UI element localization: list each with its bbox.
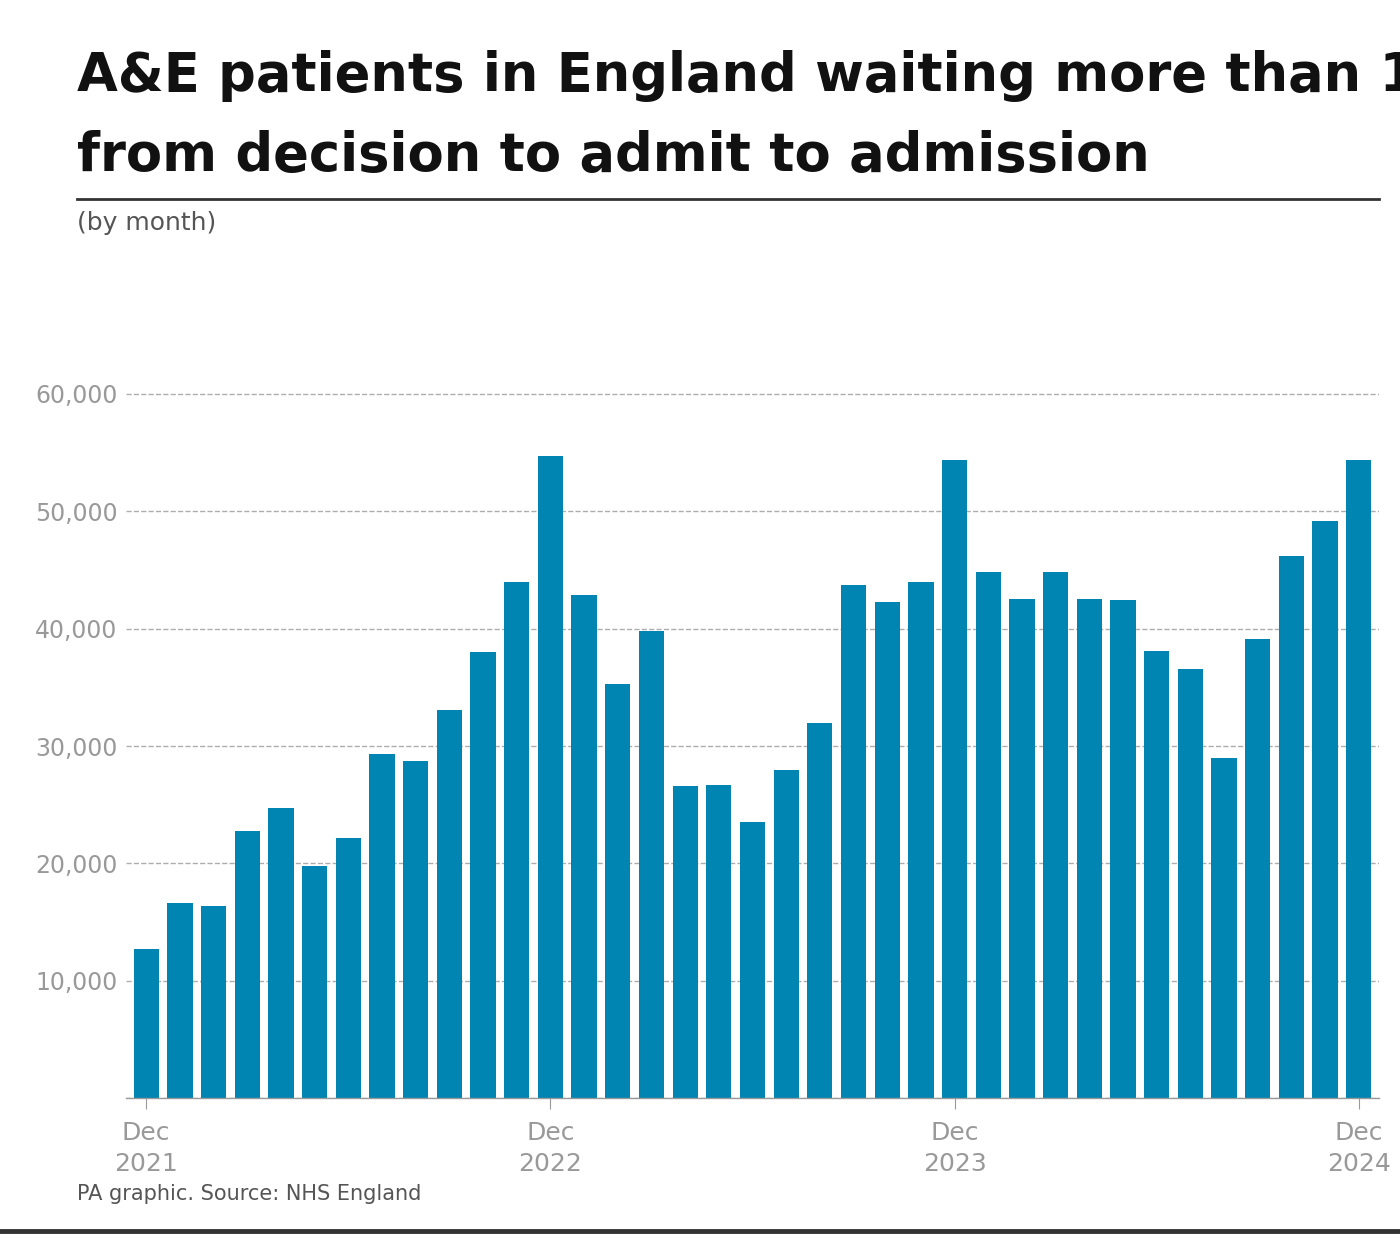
Bar xyxy=(841,586,867,1098)
Bar xyxy=(942,459,967,1098)
Bar xyxy=(1144,652,1169,1098)
Bar xyxy=(774,769,799,1098)
Text: PA graphic. Source: NHS England: PA graphic. Source: NHS England xyxy=(77,1184,421,1204)
Bar xyxy=(1245,639,1270,1098)
Bar xyxy=(1312,520,1338,1098)
Bar xyxy=(370,755,395,1098)
Bar xyxy=(976,572,1001,1098)
Bar xyxy=(571,594,596,1098)
Bar xyxy=(470,652,496,1098)
Bar xyxy=(202,906,227,1098)
Bar xyxy=(672,786,697,1098)
Bar xyxy=(1077,599,1102,1098)
Bar xyxy=(875,602,900,1098)
Bar xyxy=(1177,669,1203,1098)
Bar xyxy=(504,582,529,1098)
Bar xyxy=(638,630,664,1098)
Bar xyxy=(909,582,934,1098)
Bar xyxy=(235,830,260,1098)
Bar xyxy=(1347,459,1372,1098)
Text: (by month): (by month) xyxy=(77,211,216,235)
Bar xyxy=(269,808,294,1098)
Bar xyxy=(605,684,630,1098)
Bar xyxy=(808,722,833,1098)
Text: A&E patients in England waiting more than 12 hours: A&E patients in England waiting more tha… xyxy=(77,50,1400,102)
Bar xyxy=(437,710,462,1098)
Bar xyxy=(1043,572,1068,1098)
Bar xyxy=(403,761,428,1098)
Bar xyxy=(1211,758,1236,1098)
Bar xyxy=(706,784,731,1098)
Bar xyxy=(739,823,766,1098)
Bar xyxy=(302,866,328,1098)
Bar xyxy=(538,455,563,1098)
Text: from decision to admit to admission: from decision to admit to admission xyxy=(77,130,1149,182)
Bar xyxy=(133,949,158,1098)
Bar xyxy=(1110,601,1135,1098)
Bar xyxy=(336,838,361,1098)
Bar xyxy=(1278,556,1303,1098)
Bar xyxy=(167,903,193,1098)
Bar xyxy=(1009,599,1035,1098)
